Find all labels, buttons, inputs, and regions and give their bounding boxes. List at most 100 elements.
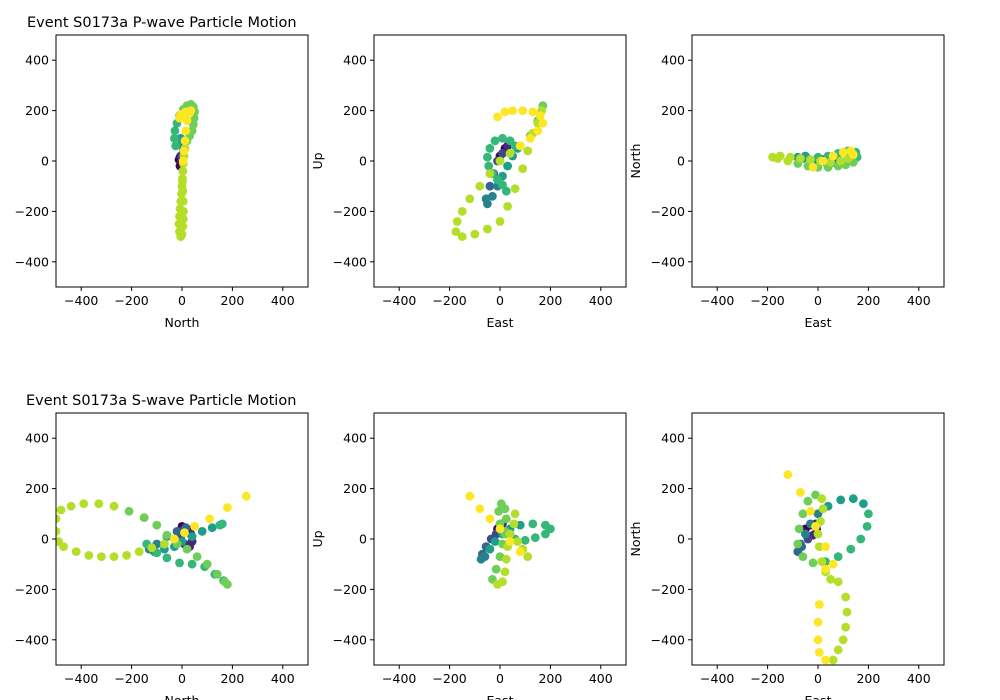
y-tick-label: −400 — [333, 254, 367, 269]
data-point — [798, 509, 808, 519]
panel-6: −400 −200 0 200 400 −400 −200 0 200 400 East North — [628, 412, 945, 700]
data-point — [177, 229, 187, 239]
x-tick-label: 400 — [271, 293, 295, 308]
data-point — [152, 520, 162, 530]
data-point — [500, 107, 510, 117]
data-point — [56, 527, 61, 536]
data-point — [808, 558, 818, 568]
data-point — [814, 648, 824, 657]
data-point — [833, 552, 843, 561]
data-point — [503, 161, 512, 171]
data-point — [475, 504, 485, 514]
x-tick-label: −200 — [750, 671, 784, 686]
data-point — [818, 156, 828, 166]
y-tick-label: 400 — [661, 53, 685, 68]
data-point — [510, 509, 520, 519]
data-point — [503, 202, 512, 211]
x-tick-label: 400 — [589, 671, 613, 686]
data-point — [134, 547, 144, 556]
data-point — [178, 222, 188, 231]
data-point — [862, 522, 872, 531]
data-point — [84, 551, 94, 560]
data-point — [794, 524, 804, 534]
data-point — [501, 514, 511, 524]
data-point — [495, 217, 505, 226]
data-point — [97, 552, 106, 561]
data-point — [505, 529, 515, 539]
data-point — [798, 552, 808, 561]
data-point — [801, 529, 810, 539]
data-point — [217, 519, 227, 529]
data-point — [172, 527, 182, 536]
data-point — [856, 534, 866, 544]
x-tick-label: −200 — [432, 671, 466, 686]
data-point — [518, 106, 528, 115]
data-point — [485, 144, 495, 153]
data-point — [842, 607, 852, 617]
data-point — [833, 645, 843, 655]
data-point — [515, 141, 525, 151]
y-tick-label: 400 — [343, 53, 367, 68]
data-point — [803, 496, 813, 506]
x-tick-label: 0 — [496, 293, 504, 308]
y-tick-label: 400 — [25, 53, 49, 68]
data-point — [451, 227, 461, 237]
x-axis-label: East — [805, 693, 832, 700]
data-point — [465, 491, 475, 501]
data-point — [828, 151, 838, 161]
y-axis-label: North — [628, 522, 643, 557]
y-tick-label: −400 — [15, 254, 49, 269]
x-tick-label: 0 — [814, 671, 822, 686]
data-point — [535, 111, 545, 120]
data-point — [505, 136, 515, 146]
data-point — [528, 107, 538, 117]
data-point — [785, 152, 795, 162]
y-tick-label: 200 — [25, 481, 49, 496]
data-point — [821, 655, 830, 665]
data-point — [187, 532, 197, 541]
x-axis-label: North — [165, 693, 200, 700]
data-point — [178, 186, 188, 196]
x-tick-label: 0 — [814, 293, 822, 308]
p-wave-title: Event S0173a P-wave Particle Motion — [27, 15, 297, 31]
x-tick-label: 0 — [178, 671, 186, 686]
data-point — [518, 164, 528, 174]
data-point — [498, 133, 507, 143]
data-point — [528, 519, 538, 529]
data-point — [124, 506, 134, 516]
data-point — [180, 136, 190, 146]
data-point — [488, 191, 497, 201]
data-point — [202, 559, 212, 569]
data-point — [170, 126, 180, 136]
data-point — [495, 524, 505, 534]
data-point — [483, 152, 492, 162]
scatter-points — [451, 101, 548, 242]
data-point — [109, 552, 119, 561]
data-point — [485, 514, 495, 524]
data-point — [162, 530, 172, 540]
data-point — [192, 552, 202, 561]
y-tick-label: −400 — [651, 632, 685, 647]
x-tick-label: 0 — [496, 671, 504, 686]
data-point — [495, 156, 505, 166]
data-point — [806, 506, 815, 516]
x-tick-label: 200 — [220, 671, 244, 686]
data-point — [465, 194, 475, 204]
data-point — [864, 509, 873, 519]
data-point — [833, 577, 843, 587]
data-point — [813, 635, 823, 645]
data-point — [836, 495, 846, 505]
data-point — [498, 180, 507, 190]
scatter-points — [465, 491, 555, 589]
data-point — [500, 504, 510, 514]
data-point — [768, 152, 777, 162]
data-point — [533, 126, 543, 136]
data-point — [179, 146, 189, 156]
x-tick-label: 200 — [220, 293, 244, 308]
data-point — [483, 224, 492, 234]
data-point — [207, 523, 217, 533]
data-point — [811, 490, 820, 500]
data-point — [541, 529, 550, 539]
data-point — [162, 553, 172, 563]
y-tick-label: 400 — [343, 431, 367, 446]
